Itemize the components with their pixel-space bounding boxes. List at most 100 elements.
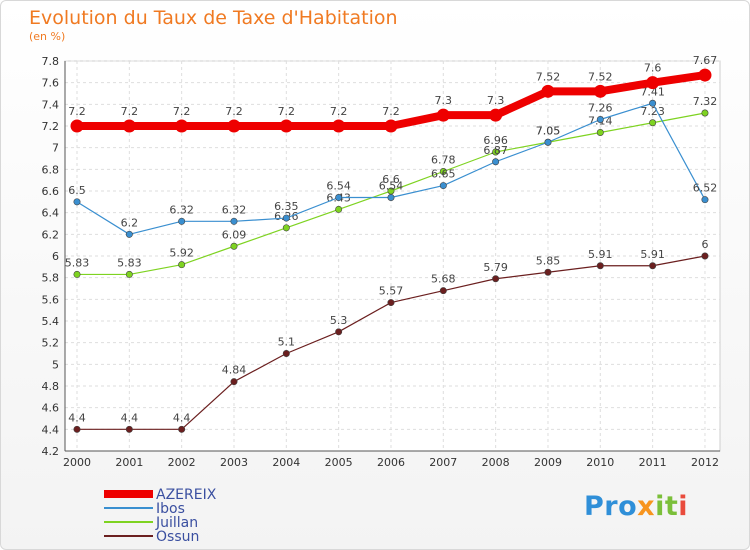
data-point [698, 68, 712, 82]
y-tick-label: 6.4 [42, 207, 60, 220]
data-label: 5.3 [330, 314, 348, 327]
data-label: 5.57 [379, 285, 404, 298]
data-label: 7.3 [435, 94, 453, 107]
data-label: 6.54 [379, 180, 404, 193]
data-label: 4.4 [121, 411, 139, 424]
data-label: 7.52 [588, 70, 613, 83]
data-point [646, 76, 660, 90]
y-tick-label: 7.4 [42, 98, 60, 111]
y-tick-label: 5.8 [42, 272, 60, 285]
data-point [230, 378, 238, 386]
legend-item-juillan: Juillan [104, 515, 198, 531]
y-tick-label: 5.4 [42, 315, 60, 328]
series-ibos: 6.5 6.2 6.32 6.32 6.35 6.54 6.54 6.65 6.87 7.05 7.… [68, 85, 718, 238]
legend-item-ossun: Ossun [104, 529, 199, 545]
data-point [73, 198, 81, 206]
data-label: 7.05 [536, 124, 561, 137]
data-label: 6 [701, 238, 708, 251]
data-label: 5.85 [536, 254, 561, 267]
data-label: 6.2 [121, 216, 139, 229]
data-point [73, 425, 81, 433]
y-tick-label: 7.6 [42, 77, 60, 90]
data-point [282, 214, 290, 222]
data-point [489, 108, 503, 122]
data-label: 7.2 [225, 105, 243, 118]
data-point [544, 138, 552, 146]
x-tick-label: 2004 [272, 456, 300, 469]
data-label: 6.5 [68, 184, 86, 197]
data-point [122, 119, 136, 133]
x-tick-label: 2000 [63, 456, 91, 469]
x-tick-label: 2006 [377, 456, 405, 469]
chart-subtitle: (en %) [29, 30, 66, 43]
y-tick-label: 7 [52, 142, 59, 155]
y-tick-label: 5.6 [42, 293, 60, 306]
legend-label: Ibos [156, 501, 185, 517]
data-label: 7.2 [121, 105, 139, 118]
y-tick-label: 5.2 [42, 337, 60, 350]
legend-label: AZEREIX [156, 487, 217, 503]
logo-part: Pro [584, 491, 638, 522]
y-tick-label: 6.6 [42, 185, 60, 198]
data-label: 4.84 [222, 364, 247, 377]
data-point [544, 268, 552, 276]
data-point [439, 168, 447, 176]
data-point [596, 129, 604, 137]
data-point [335, 205, 343, 213]
data-point [649, 262, 657, 270]
y-tick-label: 6.8 [42, 163, 60, 176]
x-tick-label: 2009 [534, 456, 562, 469]
y-tick-label: 4.4 [42, 423, 60, 436]
data-point [596, 262, 604, 270]
y-tick-label: 5 [52, 358, 59, 371]
data-point [436, 108, 450, 122]
data-label: 5.83 [65, 256, 90, 269]
data-point [387, 194, 395, 202]
y-tick-label: 6 [52, 250, 59, 263]
data-point [335, 328, 343, 336]
data-label: 5.83 [117, 256, 142, 269]
data-label: 5.1 [278, 336, 296, 349]
series-ossun: 4.4 4.4 4.4 4.84 5.1 5.3 5.57 5.68 5.79 5.85 5.91 5… [68, 238, 708, 433]
data-point [439, 287, 447, 295]
data-label: 7.52 [536, 70, 561, 83]
y-tick-label: 4.2 [42, 445, 60, 458]
data-point [230, 217, 238, 225]
data-point [492, 158, 500, 166]
data-label: 6.87 [483, 144, 508, 157]
data-label: 7.41 [640, 85, 665, 98]
data-point [282, 349, 290, 357]
y-tick-label: 4.8 [42, 380, 60, 393]
data-point [178, 261, 186, 269]
data-label: 6.54 [326, 180, 351, 193]
chart-title: Evolution du Taux de Taxe d'Habitation [29, 7, 398, 29]
y-tick-label: 4.6 [42, 402, 60, 415]
legend-item-ibos: Ibos [104, 501, 185, 517]
data-label: 5.68 [431, 273, 456, 286]
data-label: 5.92 [169, 247, 194, 260]
x-tick-label: 2011 [639, 456, 667, 469]
data-label: 6.96 [483, 134, 508, 147]
logo-part: x [637, 491, 656, 522]
data-label: 7.3 [487, 94, 505, 107]
data-point [178, 425, 186, 433]
data-label: 6.32 [222, 203, 247, 216]
x-tick-label: 2002 [168, 456, 196, 469]
data-label: 7.2 [278, 105, 296, 118]
data-point [73, 270, 81, 278]
data-point [701, 252, 709, 260]
y-tick-label: 6.2 [42, 228, 60, 241]
x-tick-label: 2008 [482, 456, 510, 469]
data-label: 6.6 [382, 173, 400, 186]
data-point [178, 217, 186, 225]
data-label: 6.52 [693, 182, 718, 195]
data-label: 6.65 [431, 168, 456, 181]
data-point [596, 116, 604, 124]
x-tick-label: 2001 [115, 456, 143, 469]
data-label: 6.35 [274, 200, 299, 213]
data-point [541, 84, 555, 98]
logo-part: it [655, 491, 679, 522]
data-point [175, 119, 189, 133]
